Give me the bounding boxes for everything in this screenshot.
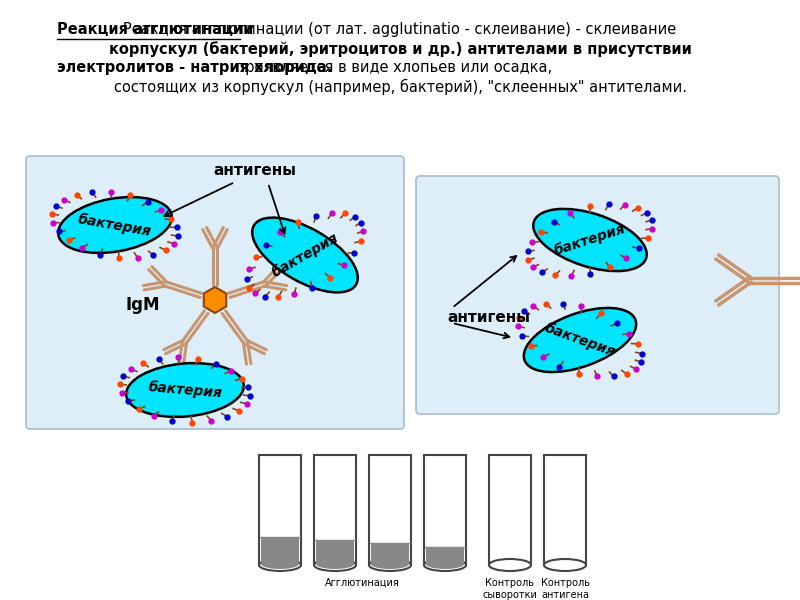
- Bar: [261, 537, 299, 565]
- Text: бактерия: бактерия: [147, 380, 222, 400]
- Text: проявляется в виде хлопьев или осадка,: проявляется в виде хлопьев или осадка,: [231, 60, 552, 75]
- Text: Агглютинация: Агглютинация: [325, 578, 399, 588]
- Text: бактерия: бактерия: [542, 320, 618, 359]
- Bar: [424, 455, 466, 565]
- Bar: [426, 547, 464, 565]
- Text: антигены: антигены: [214, 163, 297, 178]
- Ellipse shape: [524, 308, 636, 372]
- Bar: [544, 455, 586, 565]
- Text: электролитов - натрия хлорида.: электролитов - натрия хлорида.: [57, 60, 332, 75]
- Ellipse shape: [489, 559, 531, 571]
- Ellipse shape: [424, 559, 466, 571]
- Bar: [369, 455, 411, 565]
- Text: состоящих из корпускул (например, бактерий), "склеенных" антителами.: состоящих из корпускул (например, бактер…: [114, 79, 686, 95]
- Text: Контроль
сыворотки: Контроль сыворотки: [482, 578, 538, 599]
- Ellipse shape: [126, 363, 244, 417]
- Text: Реакция агглютинации: Реакция агглютинации: [57, 22, 254, 37]
- Text: бактерия: бактерия: [553, 222, 627, 258]
- Bar: [489, 455, 531, 565]
- Ellipse shape: [534, 209, 646, 271]
- Bar: [259, 455, 301, 565]
- Bar: [316, 540, 354, 565]
- Ellipse shape: [316, 559, 354, 569]
- Ellipse shape: [371, 559, 409, 569]
- Ellipse shape: [261, 559, 299, 569]
- FancyBboxPatch shape: [26, 156, 404, 429]
- Text: корпускул (бактерий, эритроцитов и др.) антителами в присутствии: корпускул (бактерий, эритроцитов и др.) …: [109, 41, 691, 57]
- Bar: [314, 455, 356, 565]
- Text: IgM: IgM: [126, 296, 160, 314]
- Text: бактерия: бактерия: [77, 211, 153, 239]
- FancyBboxPatch shape: [416, 176, 779, 414]
- Polygon shape: [204, 287, 226, 313]
- Ellipse shape: [544, 559, 586, 571]
- Text: Реакция агглютинации (от лат. agglutinatio - склеивание) - склеивание: Реакция агглютинации (от лат. agglutinat…: [123, 22, 677, 37]
- Text: Контроль
антигена: Контроль антигена: [541, 578, 590, 599]
- Text: бактерия: бактерия: [270, 230, 341, 280]
- Ellipse shape: [252, 218, 358, 292]
- Ellipse shape: [369, 559, 411, 571]
- Ellipse shape: [426, 559, 464, 569]
- Ellipse shape: [314, 559, 356, 571]
- Text: антигены: антигены: [447, 311, 530, 325]
- Ellipse shape: [58, 197, 172, 253]
- Bar: [371, 543, 409, 565]
- Ellipse shape: [259, 559, 301, 571]
